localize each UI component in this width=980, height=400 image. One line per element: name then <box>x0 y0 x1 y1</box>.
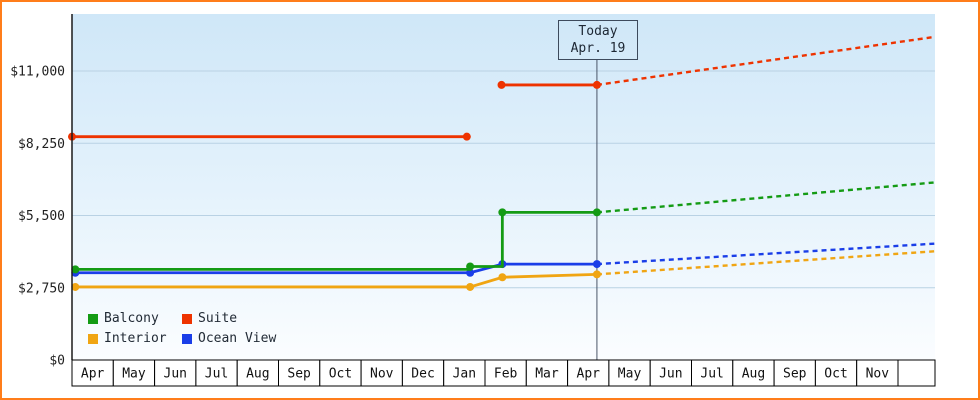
data-point-marker <box>498 208 507 217</box>
svg-text:Sep: Sep <box>783 367 807 382</box>
svg-text:Feb: Feb <box>494 367 518 382</box>
month-cell <box>360 359 403 387</box>
month-cell <box>154 359 197 387</box>
svg-text:$8,250: $8,250 <box>18 137 65 152</box>
month-cell <box>567 359 610 387</box>
month-cell <box>71 359 114 387</box>
svg-text:Jun: Jun <box>164 367 187 382</box>
svg-text:May: May <box>122 367 146 382</box>
y-tick-labels: $0 $2,750 $5,500 $8,250 $11,000 <box>10 65 65 369</box>
today-flag: Today Apr. 19 <box>558 20 638 60</box>
series-interior <box>71 250 936 291</box>
svg-text:$11,000: $11,000 <box>10 65 65 80</box>
legend-item-interior: Interior <box>88 331 182 346</box>
month-cell <box>195 359 238 387</box>
svg-text:Apr: Apr <box>81 367 105 382</box>
data-point-marker <box>592 270 601 279</box>
data-point-marker <box>466 268 475 277</box>
data-point-marker <box>466 282 475 291</box>
svg-text:Mar: Mar <box>535 367 559 382</box>
data-point-marker <box>592 208 601 217</box>
month-cell <box>278 359 321 387</box>
series-balcony <box>71 181 936 274</box>
svg-text:Jan: Jan <box>453 367 476 382</box>
legend-label: Suite <box>198 311 238 326</box>
svg-text:Jun: Jun <box>659 367 682 382</box>
svg-text:$2,750: $2,750 <box>18 281 65 296</box>
month-axis: Apr May Jun Jul Aug Sep Oct Nov Dec Jan Feb Mar Apr M… <box>71 359 936 387</box>
svg-text:Jul: Jul <box>700 367 723 382</box>
svg-text:Aug: Aug <box>246 367 269 382</box>
month-cell <box>732 359 775 387</box>
svg-text:Apr: Apr <box>577 367 601 382</box>
legend-label: Interior <box>104 331 167 346</box>
balcony-swatch-icon <box>88 313 98 324</box>
month-cell <box>112 359 156 387</box>
month-cell <box>401 359 445 387</box>
legend-item-ocean-view: Ocean View <box>182 331 276 346</box>
legend-label: Balcony <box>104 311 159 326</box>
svg-text:May: May <box>618 367 642 382</box>
svg-text:Oct: Oct <box>824 367 847 382</box>
today-flag-line1: Today <box>578 24 618 39</box>
legend-item-suite: Suite <box>182 311 276 326</box>
ocean-view-swatch-icon <box>182 333 192 344</box>
svg-text:Oct: Oct <box>329 367 352 382</box>
interior-swatch-icon <box>88 333 98 344</box>
svg-text:Sep: Sep <box>287 367 311 382</box>
month-cell <box>691 359 734 387</box>
month-cell <box>443 359 486 387</box>
month-cell <box>236 359 279 387</box>
data-point-marker <box>466 262 475 271</box>
data-point-marker <box>497 80 506 89</box>
month-cell <box>773 359 816 387</box>
svg-text:Nov: Nov <box>370 367 394 382</box>
plot-area <box>72 14 935 360</box>
month-cell <box>649 359 693 387</box>
legend: Balcony Suite Interior Ocean View <box>88 311 276 346</box>
svg-text:Dec: Dec <box>411 367 434 382</box>
svg-text:$5,500: $5,500 <box>18 209 65 224</box>
today-flag-line2: Apr. 19 <box>570 41 626 56</box>
legend-label: Ocean View <box>198 331 277 346</box>
suite-swatch-icon <box>182 313 192 324</box>
svg-text:Jul: Jul <box>205 367 228 382</box>
data-point-marker <box>592 260 601 269</box>
data-point-marker <box>71 282 80 291</box>
month-cell <box>814 359 858 387</box>
data-point-marker <box>498 273 507 282</box>
svg-text:Nov: Nov <box>866 367 890 382</box>
data-point-marker <box>462 132 471 141</box>
data-point-marker <box>592 80 601 89</box>
month-cell-empty <box>897 359 936 387</box>
month-cell <box>856 359 899 387</box>
data-point-marker <box>71 265 80 274</box>
svg-text:$0: $0 <box>49 354 65 369</box>
legend-item-balcony: Balcony <box>88 311 182 326</box>
series-suite <box>68 35 936 141</box>
svg-text:Aug: Aug <box>742 367 765 382</box>
month-cell <box>525 359 569 387</box>
